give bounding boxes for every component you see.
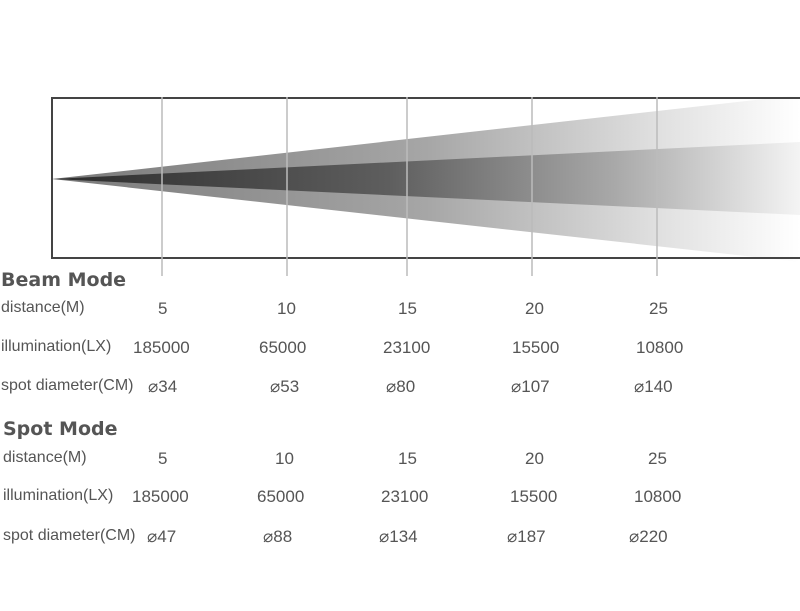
spot-distance-value: 15 [398, 449, 417, 468]
beam-distance-value: 5 [158, 299, 168, 318]
spot-illumination-value: 65000 [257, 487, 305, 506]
frame-top-edge [52, 97, 800, 99]
beam-distance-value: 20 [525, 299, 544, 318]
spot-illumination-value: 15500 [510, 487, 558, 506]
beam-illumination-value: 15500 [512, 338, 560, 357]
spot-spot-diameter-label: spot diameter(CM) [3, 527, 136, 544]
beam-illumination-label: illumination(LX) [1, 338, 112, 355]
beam-illumination-value: 65000 [259, 338, 307, 357]
beam-spot-diameter-value: ⌀80 [386, 377, 416, 396]
spot-distance-value: 5 [158, 449, 168, 468]
spot-spot-diameter-value: ⌀187 [507, 527, 546, 546]
beam-illumination-value: 23100 [383, 338, 431, 357]
beam-distance-value: 10 [277, 299, 296, 318]
beam-mode-title: Beam Mode [1, 269, 127, 291]
spot-illumination-value: 23100 [381, 487, 429, 506]
spot-distance-value: 10 [275, 449, 294, 468]
beam-illumination-value: 10800 [636, 338, 684, 357]
spot-spot-diameter-value: ⌀134 [379, 527, 418, 546]
beam-distance-value: 25 [649, 299, 668, 318]
spot-mode-title: Spot Mode [3, 418, 118, 440]
frame-left-edge [51, 97, 53, 259]
spot-distance-label: distance(M) [3, 449, 87, 466]
spot-illumination-value: 10800 [634, 487, 682, 506]
spot-distance-value: 25 [648, 449, 667, 468]
beam-spot-diameter-label: spot diameter(CM) [1, 377, 134, 394]
beam-distance-value: 15 [398, 299, 417, 318]
spot-spot-diameter-value: ⌀47 [147, 527, 177, 546]
beam-spot-diameter-value: ⌀53 [270, 377, 300, 396]
beam-illumination-value: 185000 [133, 338, 190, 357]
spot-spot-diameter-value: ⌀88 [263, 527, 293, 546]
beam-distance-label: distance(M) [1, 299, 85, 316]
spot-distance-value: 20 [525, 449, 544, 468]
frame-bottom-edge [52, 257, 800, 259]
spot-illumination-value: 185000 [132, 487, 189, 506]
spot-spot-diameter-value: ⌀220 [629, 527, 668, 546]
beam-spot-diameter-value: ⌀34 [148, 377, 178, 396]
spot-illumination-label: illumination(LX) [3, 487, 114, 504]
beam-spot-diameter-value: ⌀140 [634, 377, 673, 396]
inner-beam-core [52, 142, 800, 215]
beam-spot-diameter-value: ⌀107 [511, 377, 550, 396]
